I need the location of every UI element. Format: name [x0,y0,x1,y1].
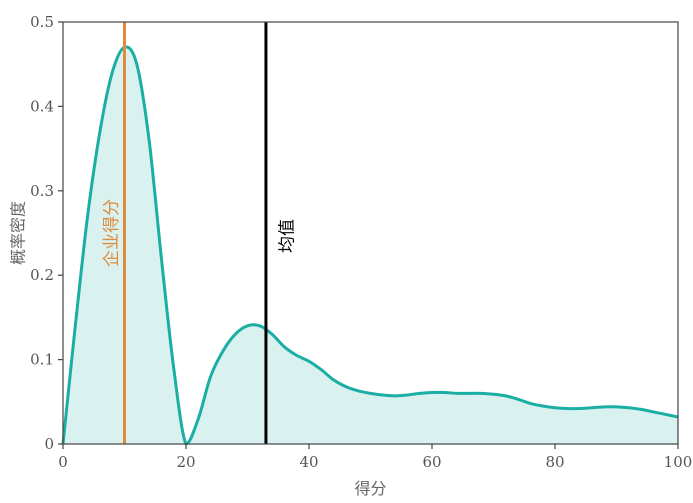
y-tick-label: 0.5 [30,13,54,31]
y-tick-label: 0.4 [30,97,54,115]
axes: 0 20 40 60 80 100 0 0.1 0.2 0.3 0.4 0.5 [30,13,692,471]
y-tick-label: 0.3 [30,182,54,200]
x-axis-title: 得分 [354,479,386,498]
plot-frame [62,21,679,445]
x-tick-label: 0 [58,453,68,471]
x-tick-label: 80 [545,453,564,471]
density-curve [61,45,679,446]
x-tick-label: 20 [176,453,195,471]
plot-area [61,45,679,446]
y-tick-label: 0.1 [30,351,54,369]
density-area-fill [63,46,678,445]
vline-label-0: 企业得分 [102,199,122,267]
x-tick-label: 100 [664,453,693,471]
y-tick-label: 0.2 [30,266,54,284]
x-tick-label: 40 [299,453,318,471]
y-axis-title: 概率密度 [9,201,28,265]
reference-lines: 企业得分 均值 [102,22,297,444]
y-tick-label: 0 [44,435,54,453]
vline-label-1: 均值 [277,219,297,253]
x-tick-label: 60 [422,453,441,471]
